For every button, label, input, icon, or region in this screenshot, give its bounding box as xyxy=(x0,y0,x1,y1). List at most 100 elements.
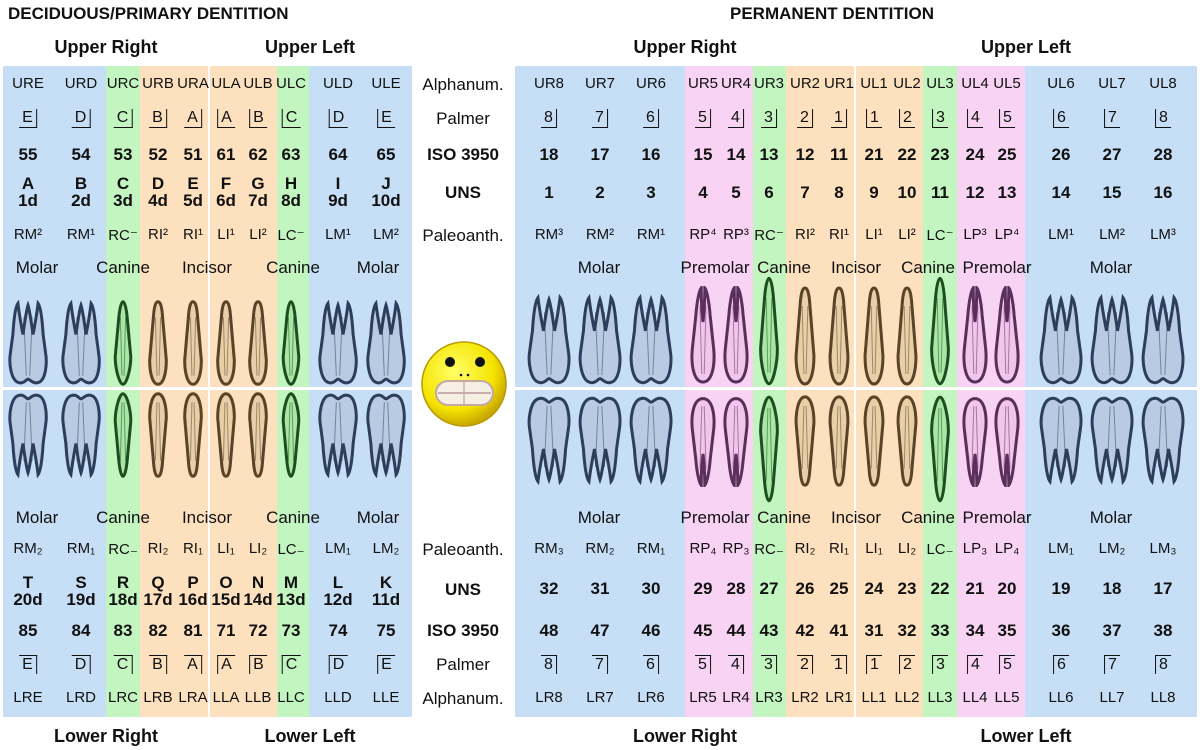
permanent-upper-palmer-UR5: 5 xyxy=(695,109,711,128)
permanent-upper-uns-8: 8 xyxy=(834,183,844,202)
permanent-lower-tooth-LR3 xyxy=(755,395,783,503)
panel-deciduous-left-incisor xyxy=(210,66,277,717)
permanent-lower-tooth-LL7 xyxy=(1089,395,1135,485)
permanent-upper-alphanum-UR4: UR4 xyxy=(720,75,752,92)
permanent-upper-tooth-UL3 xyxy=(926,276,954,386)
deciduous-lower-alphanum-LRC: LRC xyxy=(107,689,139,706)
deciduous-upper-uns-letter-E: E xyxy=(187,174,199,193)
deciduous-lower-paleo-LRC: RC₋ xyxy=(108,541,138,558)
permanent-lower-palmer-LL6: 6 xyxy=(1053,655,1069,674)
deciduous-upper-alphanum-URA: URA xyxy=(177,75,209,92)
permanent-lower-paleo-LR8: RM₃ xyxy=(534,540,564,557)
group-label-deciduous-incisor-top: Incisor xyxy=(181,258,233,277)
deciduous-lower-iso-75: 75 xyxy=(376,621,396,640)
deciduous-upper-uns-letter-G: G xyxy=(251,174,265,193)
permanent-upper-paleo-UL6: LM¹ xyxy=(1048,226,1074,243)
permanent-upper-iso-25: 25 xyxy=(997,145,1017,164)
permanent-lower-iso-43: 43 xyxy=(759,621,779,640)
permanent-upper-paleo-UR5: RP⁴ xyxy=(689,226,717,243)
group-label-permanent-molar-left-bottom: Molar xyxy=(1089,508,1133,527)
deciduous-lower-uns-letter-S: S xyxy=(75,573,87,592)
group-label-deciduous-molar-left-top: Molar xyxy=(356,258,400,277)
permanent-upper-uns-16: 16 xyxy=(1153,183,1173,202)
permanent-upper-iso-18: 18 xyxy=(539,145,559,164)
permanent-upper-palmer-UL7: 7 xyxy=(1104,109,1120,128)
permanent-upper-iso-24: 24 xyxy=(965,145,985,164)
deciduous-upper-alphanum-URE: URE xyxy=(12,75,44,92)
permanent-lower-iso-48: 48 xyxy=(539,621,559,640)
deciduous-lower-palmer-LLD: D xyxy=(328,655,348,674)
permanent-lower-paleo-LL8: LM₃ xyxy=(1149,540,1177,557)
deciduous-upper-uns-letter-H: H xyxy=(284,174,298,193)
permanent-upper-iso-13: 13 xyxy=(759,145,779,164)
group-label-deciduous-molar-right-bottom: Molar xyxy=(15,508,59,527)
group-label-deciduous-molar-left-bottom: Molar xyxy=(356,508,400,527)
deciduous-upper-uns-number-6d: 6d xyxy=(216,191,236,210)
deciduous-lower-palmer-LRE: E xyxy=(19,655,37,674)
panel-permanent-left-incisor xyxy=(856,66,923,717)
permanent-lower-uns-32: 32 xyxy=(539,579,559,598)
permanent-upper-uns-5: 5 xyxy=(731,183,741,202)
deciduous-lower-alphanum-LLE: LLE xyxy=(372,689,400,706)
deciduous-upper-alphanum-URB: URB xyxy=(142,75,174,92)
deciduous-upper-paleo-ULC: LC⁻ xyxy=(277,227,305,244)
deciduous-upper-iso-64: 64 xyxy=(328,145,348,164)
group-label-deciduous-canine-right-bottom: Canine xyxy=(96,508,150,527)
permanent-lower-paleo-LR7: RM₂ xyxy=(585,540,615,557)
deciduous-upper-alphanum-URD: URD xyxy=(64,75,98,92)
deciduous-lower-alphanum-LRD: LRD xyxy=(65,689,97,706)
permanent-upper-tooth-UR8 xyxy=(526,294,572,386)
deciduous-lower-palmer-LLA: A xyxy=(217,655,235,674)
deciduous-lower-paleo-LRA: RI₁ xyxy=(182,540,204,557)
panel-permanent-left-molar xyxy=(1025,66,1197,717)
permanent-upper-paleo-UL2: LI² xyxy=(898,226,916,243)
permanent-upper-palmer-UR2: 2 xyxy=(797,109,813,128)
permanent-lower-alphanum-LL4: LL4 xyxy=(962,689,988,706)
permanent-lower-paleo-LL7: LM₂ xyxy=(1098,540,1126,557)
permanent-upper-alphanum-UR7: UR7 xyxy=(584,75,616,92)
permanent-lower-paleo-LL3: LC₋ xyxy=(926,541,954,558)
permanent-lower-iso-47: 47 xyxy=(590,621,610,640)
group-label-permanent-canine-right-top: Canine xyxy=(757,258,811,277)
divider-permanent xyxy=(515,387,1197,390)
deciduous-upper-paleo-URC: RC⁻ xyxy=(108,227,138,244)
permanent-lower-paleo-LR5: RP₄ xyxy=(689,540,717,557)
divider-deciduous xyxy=(3,387,412,390)
deciduous-upper-uns-letter-C: C xyxy=(116,174,130,193)
permanent-lower-iso-45: 45 xyxy=(693,621,713,640)
group-label-permanent-canine-left-top: Canine xyxy=(901,258,955,277)
smiley-face-icon xyxy=(421,341,507,427)
panel-permanent-right-molar xyxy=(515,66,685,717)
deciduous-upper-iso-52: 52 xyxy=(148,145,168,164)
group-label-permanent-canine-right-bottom: Canine xyxy=(757,508,811,527)
permanent-lower-palmer-LR6: 6 xyxy=(643,655,659,674)
permanent-lower-alphanum-LL6: LL6 xyxy=(1048,689,1074,706)
deciduous-upper-uns-letter-F: F xyxy=(220,174,232,193)
permanent-upper-iso-12: 12 xyxy=(795,145,815,164)
row-label-alphanum-upper: Alphanum. xyxy=(422,75,504,94)
deciduous-upper-alphanum-ULE: ULE xyxy=(371,75,401,92)
deciduous-lower-alphanum-LRA: LRA xyxy=(178,689,208,706)
permanent-upper-alphanum-UR2: UR2 xyxy=(789,75,821,92)
permanent-upper-uns-7: 7 xyxy=(800,183,810,202)
permanent-upper-iso-22: 22 xyxy=(897,145,917,164)
permanent-lower-palmer-LL7: 7 xyxy=(1104,655,1120,674)
permanent-upper-paleo-UL3: LC⁻ xyxy=(926,227,954,244)
group-label-deciduous-molar-right-top: Molar xyxy=(15,258,59,277)
permanent-lower-iso-34: 34 xyxy=(965,621,985,640)
permanent-upper-uns-9: 9 xyxy=(869,183,879,202)
deciduous-lower-iso-71: 71 xyxy=(216,621,236,640)
group-label-permanent-premolar-right-top: Premolar xyxy=(680,258,750,277)
permanent-lower-alphanum-LL1: LL1 xyxy=(861,689,887,706)
deciduous-lower-paleo-LLD: LM₁ xyxy=(325,540,351,557)
permanent-lower-uns-29: 29 xyxy=(693,579,713,598)
permanent-lower-paleo-LL4: LP₃ xyxy=(962,540,988,557)
deciduous-lower-uns-number-14d: 14d xyxy=(243,590,273,609)
permanent-upper-paleo-UL5: LP⁴ xyxy=(994,226,1020,243)
group-label-permanent-molar-right-top: Molar xyxy=(577,258,621,277)
permanent-upper-uns-10: 10 xyxy=(897,183,917,202)
permanent-upper-palmer-UR1: 1 xyxy=(831,109,847,128)
permanent-lower-left-label: Lower Left xyxy=(980,726,1072,746)
panel-permanent-left-canine xyxy=(923,66,957,717)
deciduous-upper-left-label: Upper Left xyxy=(265,37,355,57)
